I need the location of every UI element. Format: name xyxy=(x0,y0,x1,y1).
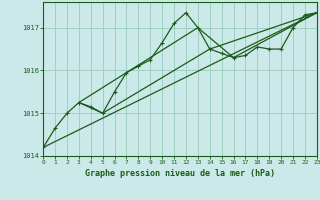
X-axis label: Graphe pression niveau de la mer (hPa): Graphe pression niveau de la mer (hPa) xyxy=(85,169,275,178)
